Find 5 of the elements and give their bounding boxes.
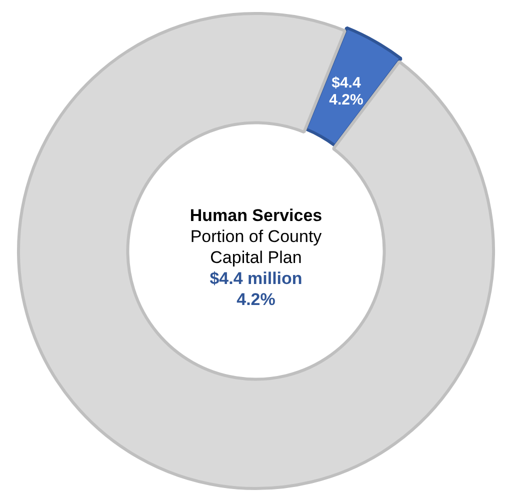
text: Portion of County Capital Plan [189, 226, 323, 268]
text: Human Services [188, 205, 324, 226]
data-label: $4.4 4.2% [329, 74, 364, 109]
text: $4.4 million [208, 268, 304, 289]
text: 4.2% [236, 289, 276, 310]
